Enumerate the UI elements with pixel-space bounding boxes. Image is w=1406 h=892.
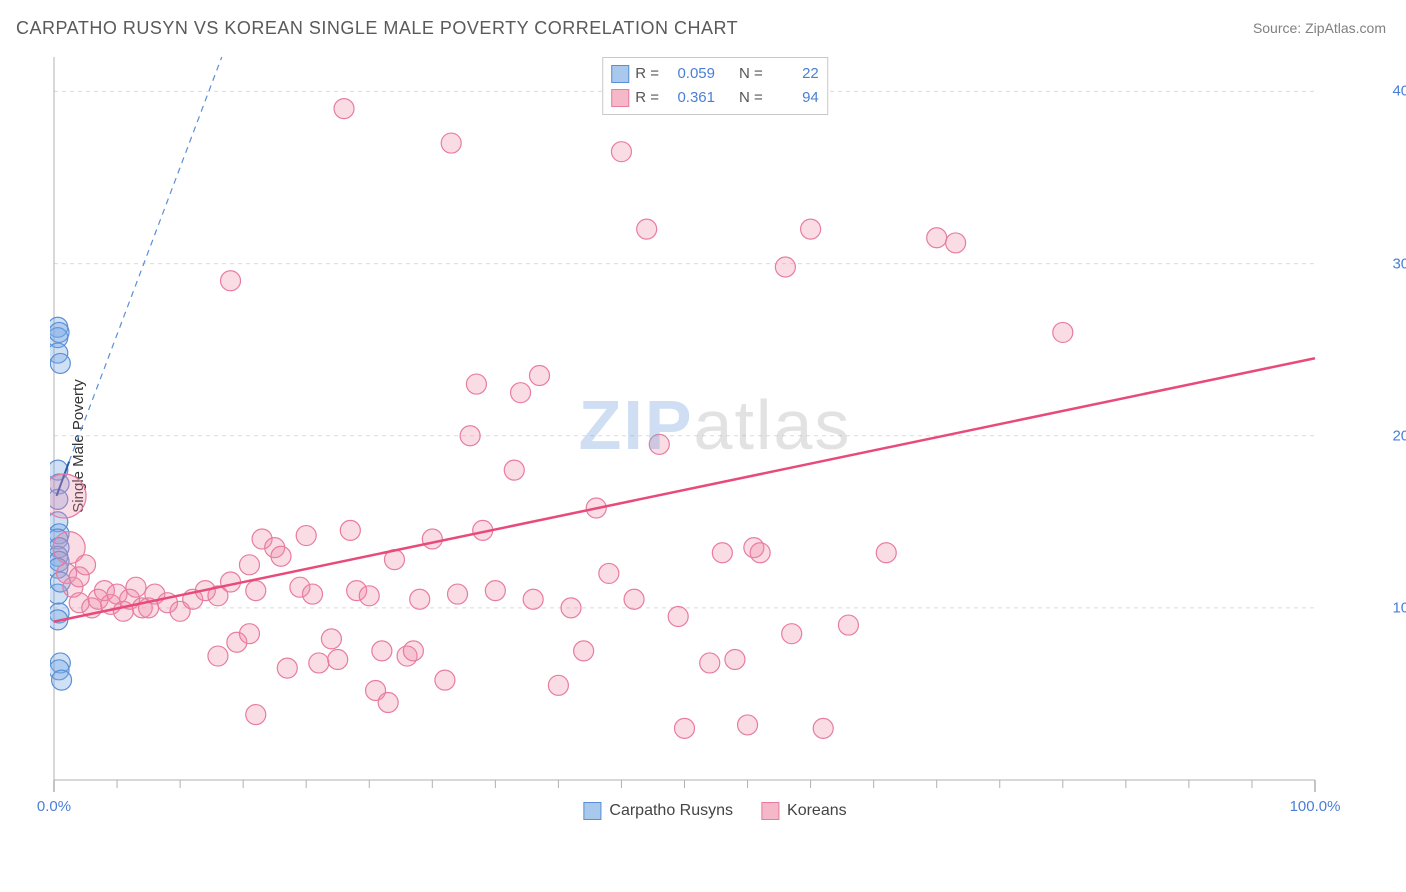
r-value: 0.361 bbox=[665, 86, 715, 110]
y-tick-label: 30.0% bbox=[1392, 255, 1406, 272]
source-attribution: Source: ZipAtlas.com bbox=[1253, 20, 1386, 36]
series-legend: Carpatho Rusyns Koreans bbox=[583, 794, 846, 827]
swatch-icon bbox=[583, 802, 601, 820]
y-tick-label: 40.0% bbox=[1392, 83, 1406, 100]
corr-legend-row-0: R = 0.059 N = 22 bbox=[611, 62, 819, 86]
legend-label: Koreans bbox=[787, 802, 847, 820]
x-tick-label: 100.0% bbox=[1290, 798, 1341, 815]
corr-legend-row-1: R = 0.361 N = 94 bbox=[611, 86, 819, 110]
plot-area: ZIPatlas R = 0.059 N = 22 R = 0.361 N = … bbox=[50, 55, 1380, 825]
r-label: R = bbox=[635, 62, 659, 86]
r-label: R = bbox=[635, 86, 659, 110]
legend-item: Carpatho Rusyns bbox=[583, 802, 733, 820]
correlation-legend: R = 0.059 N = 22 R = 0.361 N = 94 bbox=[602, 57, 828, 115]
n-value: 94 bbox=[769, 86, 819, 110]
scatter-svg bbox=[50, 55, 1380, 825]
legend-item: Koreans bbox=[761, 802, 847, 820]
y-tick-label: 10.0% bbox=[1392, 599, 1406, 616]
r-value: 0.059 bbox=[665, 62, 715, 86]
y-tick-label: 20.0% bbox=[1392, 427, 1406, 444]
swatch-icon bbox=[611, 89, 629, 107]
x-tick-label: 0.0% bbox=[37, 798, 71, 815]
chart-container: CARPATHO RUSYN VS KOREAN SINGLE MALE POV… bbox=[0, 0, 1406, 892]
swatch-icon bbox=[611, 65, 629, 83]
swatch-icon bbox=[761, 802, 779, 820]
n-value: 22 bbox=[769, 62, 819, 86]
n-label: N = bbox=[739, 62, 763, 86]
legend-label: Carpatho Rusyns bbox=[609, 802, 733, 820]
chart-title: CARPATHO RUSYN VS KOREAN SINGLE MALE POV… bbox=[16, 18, 738, 39]
n-label: N = bbox=[739, 86, 763, 110]
